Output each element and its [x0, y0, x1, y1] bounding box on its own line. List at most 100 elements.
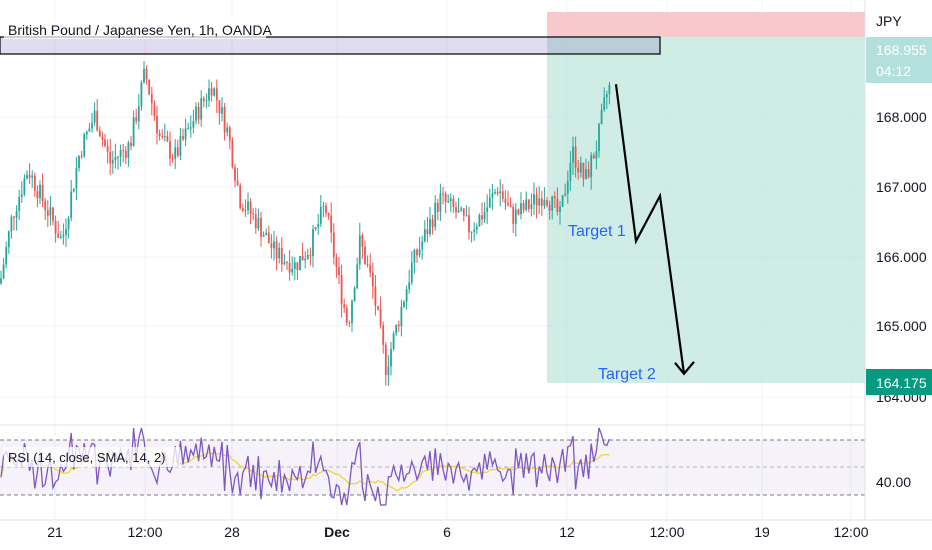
candle-body [57, 233, 60, 238]
candle-body [215, 88, 218, 101]
candle-body [442, 193, 444, 195]
candle-body [130, 142, 132, 147]
candle-body [579, 162, 582, 173]
candle-body [356, 264, 359, 289]
time-tick-19: 19 [754, 524, 770, 540]
candle-body [533, 194, 535, 205]
candle-body [590, 155, 593, 178]
candle-body [369, 264, 372, 273]
projection-arrow-path[interactable] [614, 84, 686, 374]
price-tick-167: 167.000 [876, 179, 927, 195]
candle-body [512, 206, 515, 224]
candle-body [392, 333, 395, 349]
rsi-label-bg [4, 447, 180, 467]
candle-body [444, 193, 447, 202]
target-price-badge [866, 369, 932, 395]
candle-body [475, 226, 478, 230]
candle-body [72, 188, 75, 192]
candle-body [546, 199, 548, 206]
candle-body [486, 207, 489, 212]
candle-body [59, 236, 62, 238]
candle-body [397, 324, 400, 327]
candle-body [319, 206, 322, 224]
candle-body [462, 208, 465, 216]
candle-body [288, 262, 291, 273]
candle-body [122, 149, 125, 151]
chart-title[interactable]: British Pound / Japanese Yen, 1h, OANDA [8, 22, 272, 38]
candle-body [65, 228, 67, 235]
time-axis[interactable]: 21 12:00 28 Dec 6 12 12:00 19 12:00 [0, 519, 932, 540]
candle-body [530, 204, 533, 209]
candle-body [114, 156, 117, 161]
candle-body [109, 151, 112, 164]
candle-body [127, 142, 130, 158]
candle-body [132, 117, 135, 147]
candle-body [525, 199, 528, 211]
candle-body [553, 196, 556, 199]
candle-body [345, 307, 348, 323]
candle-body [314, 227, 317, 230]
candle-body [600, 109, 603, 125]
rsi-label[interactable]: RSI (14, close, SMA, 14, 2) [8, 450, 166, 465]
candle-body [192, 121, 195, 128]
candle-body [384, 344, 387, 376]
projection-arrowhead [674, 361, 695, 376]
candle-body [501, 191, 504, 199]
candle-body [488, 197, 491, 208]
profit-target-zone[interactable] [547, 37, 865, 383]
price-axis[interactable]: JPY 168.000 167.000 166.000 165.000 164.… [864, 0, 932, 550]
target-1-label: Target 1 [568, 223, 626, 240]
candle-body [78, 155, 80, 168]
candle-body [83, 134, 86, 156]
candle-body [457, 210, 460, 213]
candle-body [410, 262, 413, 283]
candle-body [2, 264, 5, 279]
candle-body [36, 190, 39, 199]
candle-body [135, 117, 138, 122]
candle-body [96, 110, 99, 131]
candle-body [338, 267, 340, 276]
candle-body [85, 131, 88, 135]
candle-body [197, 106, 200, 120]
candle-body [522, 203, 525, 211]
candle-body [148, 79, 151, 95]
price-tick-166: 166.000 [876, 249, 927, 265]
candle-body [374, 286, 377, 307]
candle-body [330, 215, 333, 233]
stop-loss-zone[interactable] [547, 12, 865, 37]
candle-body [244, 210, 247, 212]
chart-title-bg [4, 19, 266, 39]
candle-body [538, 198, 541, 206]
rsi-pane[interactable]: RSI (14, close, SMA, 14, 2) [0, 427, 865, 506]
candle-body [322, 205, 325, 207]
candle-body [161, 136, 164, 138]
time-tick-28: 28 [224, 524, 240, 540]
candle-body [387, 366, 390, 376]
candle-body [91, 122, 93, 129]
candle-body [26, 174, 28, 179]
candle-body [504, 198, 507, 204]
candle-body [184, 128, 187, 140]
candle-body [351, 300, 353, 324]
candle-body [236, 180, 239, 186]
candle-body [348, 322, 351, 324]
candle-body [169, 141, 171, 159]
candle-body [119, 149, 122, 157]
time-tick-dec: Dec [324, 524, 350, 540]
candle-body [483, 211, 486, 220]
candle-body [189, 127, 192, 129]
candle-body [551, 196, 554, 211]
candle-body [605, 94, 608, 98]
candle-body [93, 110, 96, 123]
candle-body [325, 205, 327, 213]
target-2-label: Target 2 [598, 366, 656, 383]
candle-body [15, 211, 18, 218]
candle-body [275, 241, 278, 259]
candle-body [423, 229, 426, 242]
candle-body [540, 198, 543, 206]
candle-body [608, 85, 611, 95]
candle-body [49, 207, 52, 216]
resistance-zone[interactable] [0, 36, 661, 55]
candle-body [145, 68, 148, 80]
